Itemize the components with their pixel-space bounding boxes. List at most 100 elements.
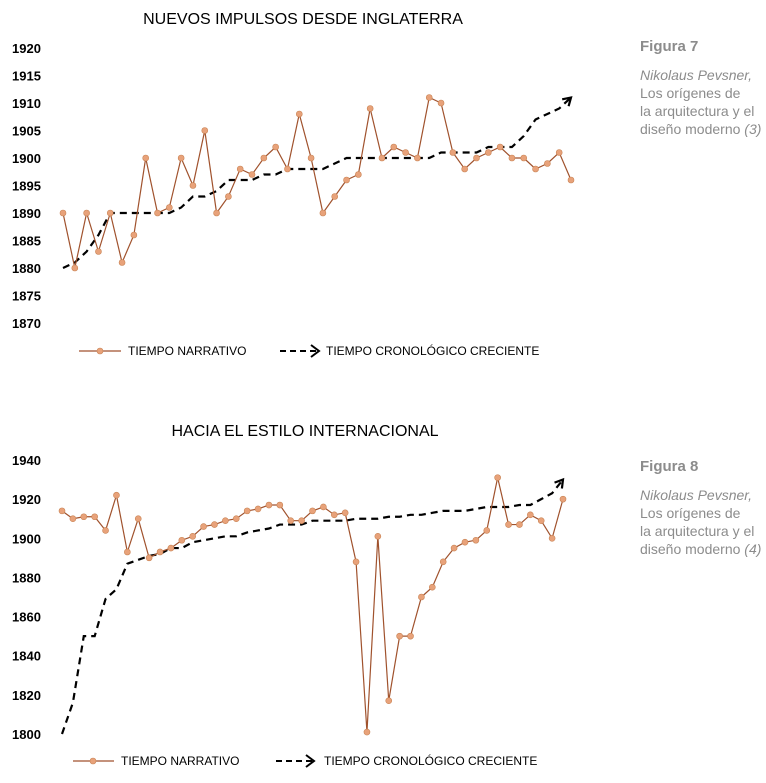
data-point-narrative	[343, 176, 350, 184]
y-tick-label: 1885	[12, 234, 41, 249]
data-point-narrative	[532, 165, 539, 173]
data-point-narrative	[154, 209, 161, 217]
data-point-narrative	[331, 193, 339, 200]
data-point-narrative	[134, 515, 142, 523]
data-point-narrative	[58, 507, 66, 515]
data-point-narrative	[496, 143, 504, 151]
chart-2: HACIA EL ESTILO INTERNACIONAL 1940192019…	[12, 423, 567, 768]
series-line-narrative	[62, 96, 572, 269]
data-point-narrative	[407, 632, 414, 640]
data-point-narrative	[352, 558, 360, 566]
caption-line: diseño moderno (3)	[640, 121, 762, 137]
series-arrowhead-chronological	[561, 96, 573, 107]
data-point-narrative	[402, 149, 409, 156]
caption-reference: (3)	[744, 121, 762, 137]
data-point-narrative	[374, 533, 382, 540]
y-tick-label: 1900	[12, 151, 41, 166]
data-point-narrative	[113, 491, 120, 499]
data-point-narrative	[425, 94, 433, 101]
chart-title: NUEVOS IMPULSOS DESDE INGLATERRA	[143, 11, 463, 28]
data-point-narrative	[265, 501, 273, 509]
data-point-narrative	[167, 544, 175, 552]
caption-figure-7: Figura 7 Nikolaus Pevsner, Los orígenes …	[640, 38, 766, 138]
data-point-narrative	[295, 110, 303, 118]
data-point-narrative	[390, 143, 398, 151]
data-point-narrative	[222, 517, 229, 524]
data-point-narrative	[378, 154, 386, 162]
legend: TIEMPO NARRATIVO TIEMPO CRONOLÓGICO CREC…	[79, 343, 539, 358]
chart-1: NUEVOS IMPULSOS DESDE INGLATERRA 1920 191…	[12, 11, 575, 358]
legend-chrono-label: TIEMPO CRONOLÓGICO CRECIENTE	[324, 753, 537, 768]
legend-narrative-label: TIEMPO NARRATIVO	[121, 754, 239, 768]
chart-title: HACIA EL ESTILO INTERNACIONAL	[171, 423, 438, 440]
data-point-narrative	[243, 507, 251, 515]
figure-number: Figura 7	[640, 38, 699, 55]
data-point-narrative	[189, 182, 197, 189]
data-point-narrative	[485, 149, 492, 156]
data-point-narrative	[309, 507, 316, 515]
data-point-narrative	[189, 533, 196, 540]
caption-figure-8: Figura 8 Nikolaus Pevsner, Los orígenes …	[640, 458, 766, 558]
caption-line: Los orígenes de	[640, 85, 741, 101]
legend-narrative-marker	[96, 347, 104, 355]
figure-number: Figura 8	[640, 458, 699, 475]
y-tick-label: 1920	[12, 41, 41, 56]
legend-chrono-label: TIEMPO CRONOLÓGICO CRECIENTE	[326, 343, 539, 358]
caption-line: diseño moderno (4)	[640, 541, 762, 557]
data-point-narrative	[385, 697, 393, 705]
data-point-narrative	[59, 209, 67, 217]
data-point-narrative	[166, 204, 173, 211]
data-point-narrative	[118, 259, 126, 266]
data-point-narrative	[298, 517, 305, 524]
caption-author: Nikolaus Pevsner,	[640, 487, 753, 503]
data-point-narrative	[124, 548, 131, 556]
y-tick-label: 1860	[12, 610, 41, 625]
data-point-narrative	[544, 160, 551, 167]
data-point-narrative	[307, 154, 315, 162]
y-tick-label: 1880	[12, 261, 41, 276]
legend-narrative-marker	[89, 757, 97, 765]
data-point-narrative	[177, 154, 185, 162]
data-point-narrative	[567, 176, 575, 184]
data-point-narrative	[418, 593, 425, 601]
caption-line: la arquitectura y el	[640, 103, 755, 119]
series-arrowhead-chronological	[554, 477, 565, 489]
data-point-narrative	[213, 209, 220, 217]
data-point-narrative	[142, 154, 149, 162]
data-point-narrative	[284, 165, 291, 173]
y-tick-label: 1870	[12, 316, 41, 331]
data-point-narrative	[461, 165, 468, 173]
data-point-narrative	[516, 521, 523, 528]
data-point-narrative	[69, 515, 77, 523]
data-point-narrative	[505, 521, 512, 528]
data-point-narrative	[520, 154, 528, 162]
data-point-narrative	[211, 521, 218, 528]
data-point-narrative	[236, 165, 244, 173]
data-point-narrative	[156, 548, 164, 556]
data-point-narrative	[80, 513, 88, 521]
data-point-narrative	[555, 149, 563, 156]
y-tick-label: 1890	[12, 206, 41, 221]
legend-chrono-arrow	[305, 754, 316, 768]
data-point-narrative	[102, 527, 109, 534]
y-tick-label: 1910	[12, 96, 41, 111]
data-point-narrative	[366, 105, 374, 112]
data-point-narrative	[248, 171, 256, 178]
data-point-narrative	[527, 511, 534, 519]
data-point-narrative	[254, 505, 262, 513]
data-point-narrative	[461, 538, 469, 546]
data-point-narrative	[95, 248, 102, 255]
data-point-narrative	[83, 209, 90, 217]
plot-area	[58, 474, 567, 736]
legend-narrative-label: TIEMPO NARRATIVO	[128, 344, 246, 358]
data-point-narrative	[201, 127, 209, 134]
data-point-narrative	[106, 209, 114, 217]
data-point-narrative	[429, 583, 436, 591]
series-line-chronological	[62, 96, 572, 269]
data-point-narrative	[71, 264, 79, 272]
y-tick-label: 1800	[12, 727, 41, 742]
data-point-narrative	[437, 99, 445, 107]
data-point-narrative	[439, 558, 447, 566]
y-tick-label: 1905	[12, 124, 41, 139]
y-tick-label: 1820	[12, 688, 41, 703]
